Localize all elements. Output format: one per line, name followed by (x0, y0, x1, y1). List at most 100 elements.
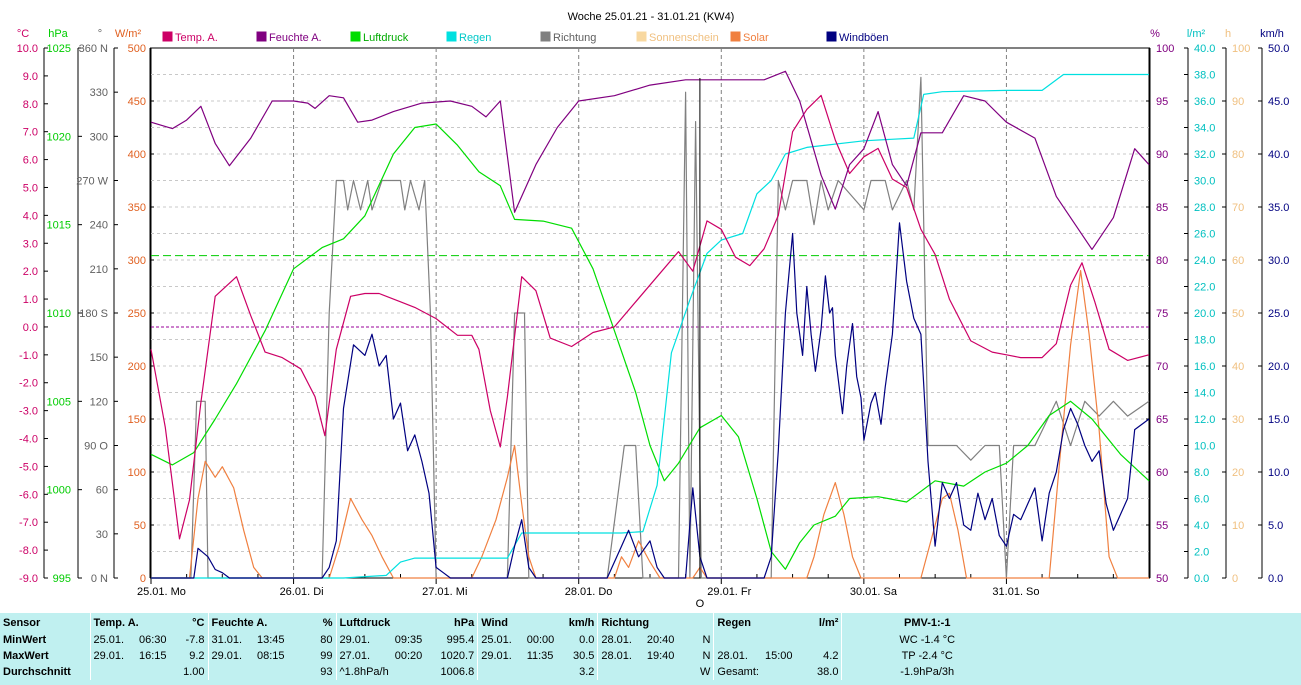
x-tick-label: 31.01. So (992, 586, 1039, 598)
y-tick-label: -6.0 (19, 489, 38, 501)
legend-swatch (256, 31, 267, 42)
temp-date: 29.01. (89, 648, 136, 664)
summary-table: Sensor Temp. A. °C Feuchte A. % Luftdruc… (0, 613, 1301, 685)
temp-unit: °C (192, 616, 205, 629)
series-line (151, 270, 1149, 579)
row-label: MaxWert (3, 650, 49, 662)
row-label: MinWert (3, 634, 47, 646)
y-tick-label: 20.0 (1268, 361, 1289, 373)
legend-swatch (540, 31, 551, 42)
y-tick-label: 8.0 (23, 99, 38, 111)
y-tick-label: 0 (140, 573, 146, 585)
wind-time: 00:00 (526, 634, 555, 646)
axis-unit-label: % (1150, 28, 1160, 40)
axis-unit-label: ° (98, 28, 102, 40)
dir-time (644, 664, 684, 680)
dir-date (597, 664, 644, 680)
temp-date: 25.01. (89, 632, 136, 648)
y-tick-label: 2.0 (23, 266, 38, 278)
pmv-value: -1.9hPa/3h (841, 664, 1012, 680)
y-tick-label: 70 (1156, 361, 1168, 373)
legend-swatch (350, 31, 361, 42)
y-tick-label: 120 (90, 396, 108, 408)
y-tick-label: -4.0 (19, 434, 38, 446)
y-tick-label: 40.0 (1194, 43, 1215, 55)
y-tick-label: 50 (1232, 308, 1244, 320)
axis-unit-label: l/m² (1187, 28, 1206, 40)
rain-value (808, 632, 842, 648)
y-tick-label: 0.0 (1268, 573, 1283, 585)
y-tick-label: 995 (53, 573, 71, 585)
axis-unit-label: h (1225, 28, 1231, 40)
rain-value: 38.0 (817, 666, 839, 678)
y-tick-label: 50 (1156, 573, 1168, 585)
wind-date: 29.01. (477, 648, 524, 664)
legend-label: Solar (743, 32, 769, 44)
axis-unit-label: hPa (48, 28, 68, 40)
y-tick-label: 28.0 (1194, 202, 1215, 214)
y-tick-label: -5.0 (19, 461, 38, 473)
hum-time: 13:45 (257, 634, 285, 646)
hum-date (207, 664, 254, 680)
chart-title: Woche 25.01.21 - 31.01.21 (KW4) (568, 11, 735, 23)
pmv-value: WC -1.4 °C (841, 632, 1012, 648)
y-tick-label: 14.0 (1194, 388, 1215, 400)
y-tick-label: 6.0 (23, 155, 38, 167)
hum-time: 08:15 (257, 650, 285, 662)
axis-unit-label: km/h (1260, 28, 1284, 40)
y-tick-label: 75 (1156, 308, 1168, 320)
dir-time: 20:40 (646, 634, 675, 646)
y-tick-label: 20 (1232, 467, 1244, 479)
wind-time (524, 664, 566, 680)
y-tick-label: 85 (1156, 202, 1168, 214)
series-line (150, 94, 1150, 540)
temp-time: 16:15 (139, 650, 167, 662)
y-tick-label: 0 (1232, 573, 1238, 585)
y-tick-label: 150 (90, 352, 108, 364)
y-tick-label: 350 (128, 202, 146, 214)
rain-time (762, 632, 808, 648)
hum-value: 93 (320, 666, 333, 678)
y-tick-label: 34.0 (1194, 123, 1215, 135)
y-tick-label: 40.0 (1268, 149, 1289, 161)
y-tick-label: 24.0 (1194, 255, 1215, 267)
y-tick-label: 210 (90, 264, 108, 276)
temp-time (136, 664, 178, 680)
temp-value: 1.00 (183, 666, 205, 678)
y-tick-label: 1.0 (23, 294, 38, 306)
y-tick-label: 5.0 (23, 182, 38, 194)
hum-value: 80 (320, 634, 333, 646)
y-tick-label: 180 S (79, 308, 108, 320)
sensor-header: Sensor (3, 616, 41, 629)
y-tick-label: 60 (96, 485, 108, 497)
legend: Temp. A. Feuchte A. Luftdruck Regen Richtung… (162, 31, 889, 44)
wind-header: Wind (477, 613, 566, 632)
series-line (151, 76, 1150, 579)
hum-date: 31.01. (207, 632, 254, 648)
legend-swatch (730, 31, 741, 42)
y-tick-label: 1025 (47, 43, 71, 55)
current-marker-label: O (696, 598, 705, 610)
rain-unit: l/m² (818, 616, 839, 629)
x-tick-label: 30.01. Sa (850, 586, 898, 598)
y-tick-label: 1005 (47, 396, 71, 408)
y-tick-label: 30.0 (1194, 176, 1215, 188)
rain-time (762, 664, 808, 680)
rain-time: 15:00 (764, 650, 793, 662)
legend-swatch (162, 31, 173, 42)
y-tick-label: 4.0 (1194, 520, 1209, 532)
y-tick-label: 50.0 (1268, 43, 1289, 55)
series-line (151, 222, 1150, 579)
y-tick-label: 12.0 (1194, 414, 1215, 426)
wind-date: 25.01. (477, 632, 524, 648)
y-tick-label: -7.0 (19, 517, 38, 529)
dir-value: N (702, 650, 711, 662)
press-time: 09:35 (394, 634, 423, 646)
y-tick-label: 300 (128, 255, 146, 267)
y-tick-label: 35.0 (1268, 202, 1289, 214)
y-tick-label: 60 (1156, 467, 1168, 479)
y-tick-label: 500 (128, 43, 146, 55)
axes: 25.01. Mo 26.01. Di 27.01. Mi 28.01. Do 29.0… (17, 28, 1290, 598)
y-tick-label: 1010 (47, 308, 71, 320)
legend-label: Richtung (553, 32, 596, 44)
